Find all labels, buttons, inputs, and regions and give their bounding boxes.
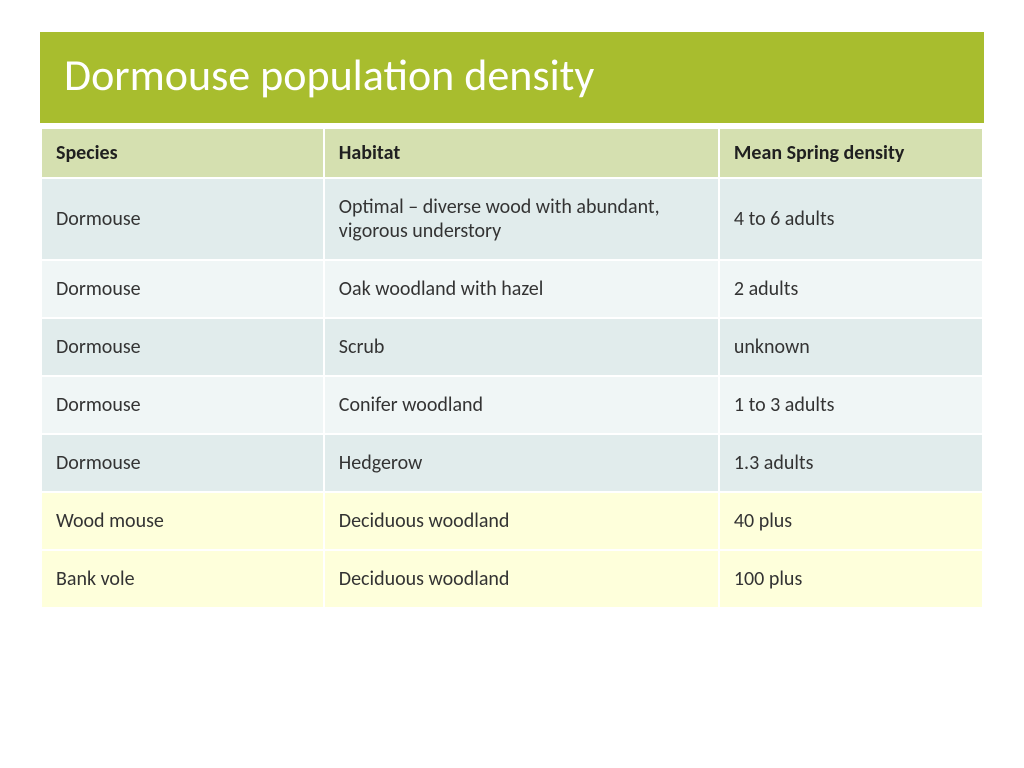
table-row: DormouseHedgerow1.3 adults: [42, 435, 982, 491]
cell-density: 40 plus: [720, 493, 982, 549]
density-table: Species Habitat Mean Spring density Dorm…: [40, 127, 984, 609]
col-species: Species: [42, 129, 323, 177]
cell-density: 1.3 adults: [720, 435, 982, 491]
cell-habitat: Optimal – diverse wood with abundant, vi…: [325, 179, 718, 259]
cell-habitat: Scrub: [325, 319, 718, 375]
cell-habitat: Conifer woodland: [325, 377, 718, 433]
col-density: Mean Spring density: [720, 129, 982, 177]
cell-density: unknown: [720, 319, 982, 375]
cell-species: Bank vole: [42, 551, 323, 607]
slide-title: Dormouse population density: [64, 50, 960, 101]
table-row: Bank voleDeciduous woodland100 plus: [42, 551, 982, 607]
table-header-row: Species Habitat Mean Spring density: [42, 129, 982, 177]
cell-species: Dormouse: [42, 261, 323, 317]
table-row: Wood mouseDeciduous woodland40 plus: [42, 493, 982, 549]
slide: Dormouse population density Species Habi…: [0, 0, 1024, 768]
cell-habitat: Deciduous woodland: [325, 551, 718, 607]
col-habitat: Habitat: [325, 129, 718, 177]
cell-habitat: Oak woodland with hazel: [325, 261, 718, 317]
table-row: DormouseConifer woodland1 to 3 adults: [42, 377, 982, 433]
table-row: DormouseOptimal – diverse wood with abun…: [42, 179, 982, 259]
cell-density: 4 to 6 adults: [720, 179, 982, 259]
cell-species: Wood mouse: [42, 493, 323, 549]
cell-density: 1 to 3 adults: [720, 377, 982, 433]
cell-species: Dormouse: [42, 319, 323, 375]
cell-habitat: Hedgerow: [325, 435, 718, 491]
cell-species: Dormouse: [42, 179, 323, 259]
cell-species: Dormouse: [42, 377, 323, 433]
table-row: DormouseScrubunknown: [42, 319, 982, 375]
cell-density: 2 adults: [720, 261, 982, 317]
cell-habitat: Deciduous woodland: [325, 493, 718, 549]
table-row: DormouseOak woodland with hazel2 adults: [42, 261, 982, 317]
cell-species: Dormouse: [42, 435, 323, 491]
table-body: DormouseOptimal – diverse wood with abun…: [42, 179, 982, 607]
title-bar: Dormouse population density: [40, 32, 984, 123]
cell-density: 100 plus: [720, 551, 982, 607]
